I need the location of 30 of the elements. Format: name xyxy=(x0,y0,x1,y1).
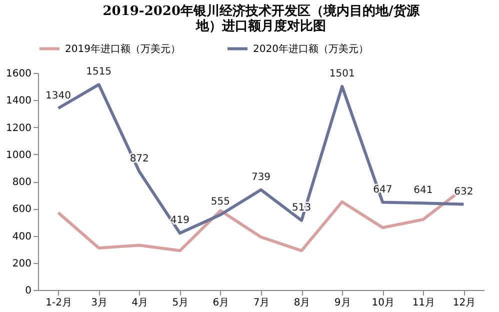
x-tick-label: 6月 xyxy=(212,298,230,308)
x-tick-label: 5月 xyxy=(172,298,189,308)
chart-title: 2019-2020年银川经济技术开发区（境内目的地/货源地）进口额月度对比图 xyxy=(102,3,420,34)
y-tick-label: 400 xyxy=(12,231,32,242)
x-tick-label: 8月 xyxy=(294,298,310,308)
x-tick-label: 9月 xyxy=(334,298,351,308)
data-label: 1501 xyxy=(329,68,355,80)
x-tick-label: 1-2月 xyxy=(46,298,72,308)
y-tick-label: 0 xyxy=(25,286,32,296)
x-tick-label: 10月 xyxy=(372,298,395,308)
data-label: 555 xyxy=(210,196,230,208)
x-tick-label: 12月 xyxy=(452,298,476,308)
y-tick-label: 600 xyxy=(12,204,32,216)
data-label: 632 xyxy=(454,186,474,198)
data-label: 739 xyxy=(251,172,271,183)
y-tick-label: 1000 xyxy=(6,150,32,161)
data-label: 1515 xyxy=(86,66,112,78)
x-tick-label: 4月 xyxy=(132,298,148,308)
legend-label: 2020年进口额（万美元） xyxy=(253,42,368,55)
y-tick-label: 1200 xyxy=(6,122,32,134)
x-tick-label: 7月 xyxy=(253,298,270,308)
x-tick-label: 3月 xyxy=(91,298,108,308)
y-tick-label: 800 xyxy=(12,177,32,188)
legend-label: 2019年进口额（万美元） xyxy=(65,42,180,55)
y-tick-label: 200 xyxy=(12,258,32,270)
data-label: 1340 xyxy=(46,90,71,102)
y-tick-label: 1600 xyxy=(6,68,32,80)
data-label: 641 xyxy=(414,185,433,196)
y-tick-label: 1400 xyxy=(6,96,32,107)
x-tick-label: 11月 xyxy=(412,298,436,308)
